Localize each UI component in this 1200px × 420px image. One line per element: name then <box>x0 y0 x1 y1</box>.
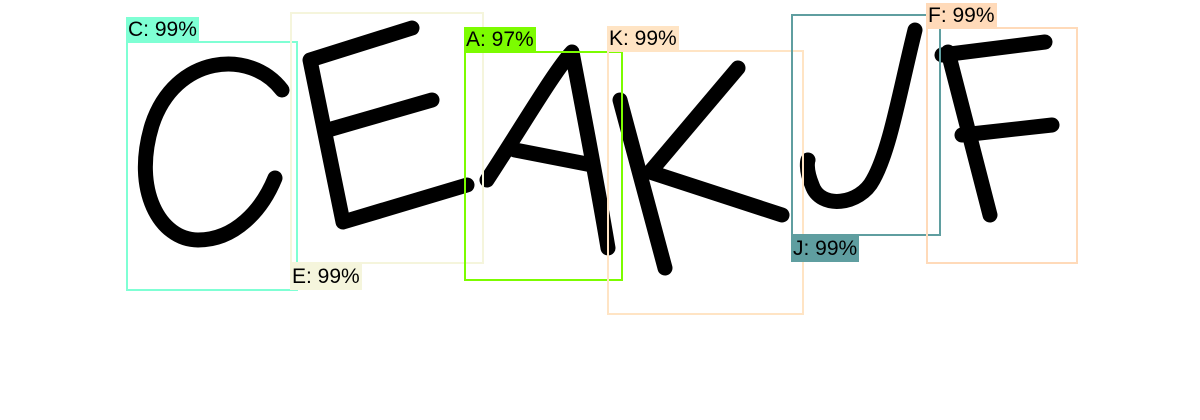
glyph-e-spine <box>302 20 475 230</box>
glyph-e-bar <box>320 92 440 138</box>
detection-label-a: A: 97% <box>464 27 536 53</box>
detection-label-f: F: 99% <box>926 3 997 29</box>
detection-label-j: J: 99% <box>791 236 860 262</box>
glyph-k-arm <box>642 60 790 223</box>
glyph-f-top <box>934 34 1053 63</box>
detection-box-j <box>791 14 941 236</box>
detection-label-c: C: 99% <box>126 17 199 43</box>
detection-label-k: K: 99% <box>607 26 679 52</box>
detection-box-a <box>464 51 623 281</box>
detection-box-k <box>607 50 804 315</box>
glyph-k-stem <box>612 92 673 276</box>
glyph-f-bar <box>954 117 1060 143</box>
glyph-j <box>799 22 923 209</box>
detection-label-e: E: 99% <box>290 264 362 290</box>
detection-box-f <box>926 27 1078 264</box>
detection-box-e <box>290 12 484 264</box>
glyph-c <box>137 56 290 248</box>
detection-box-c <box>126 41 298 291</box>
glyph-a-bar <box>507 142 600 173</box>
